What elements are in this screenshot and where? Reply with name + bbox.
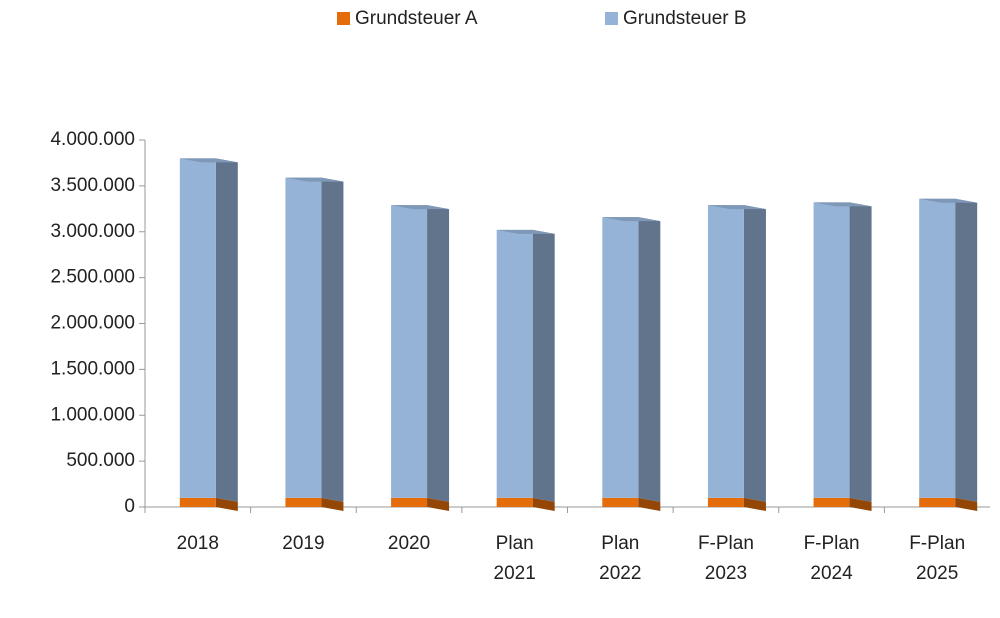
- bar-side: [849, 202, 872, 502]
- bar-segment: [919, 198, 956, 498]
- bar-segment: [919, 497, 956, 507]
- bar-segment: [813, 202, 850, 498]
- y-tick-label: 4.000.000: [50, 129, 135, 150]
- bar-side: [532, 497, 555, 511]
- bar-side: [215, 158, 238, 502]
- bar-side: [321, 177, 344, 502]
- bar-top: [813, 202, 872, 207]
- bar-top: [285, 177, 344, 182]
- bar-side: [215, 497, 238, 511]
- bar-segment: [813, 497, 850, 507]
- y-tick-label: 2.000.000: [50, 313, 135, 334]
- y-tick-label: 0: [124, 496, 135, 517]
- y-tick-label: 500.000: [66, 450, 135, 471]
- bar-top: [707, 205, 766, 210]
- y-tick-label: 3.000.000: [50, 221, 135, 242]
- x-tick-label: F-Plan 2025: [909, 533, 966, 584]
- bar-segment: [707, 497, 744, 507]
- bar-segment: [602, 217, 639, 498]
- bar-top: [919, 198, 978, 203]
- x-tick-label: F-Plan 2024: [803, 533, 860, 584]
- bar-side: [427, 497, 450, 511]
- bar-side: [427, 205, 450, 502]
- bar-segment: [707, 205, 744, 498]
- bar-side: [743, 205, 766, 502]
- bar-side: [321, 497, 344, 511]
- bar-segment: [179, 497, 216, 507]
- bar-side: [638, 497, 661, 511]
- bar-top: [496, 229, 555, 234]
- x-tick-label: Plan 2022: [599, 533, 642, 584]
- bar-side: [955, 198, 978, 502]
- y-tick-label: 2.500.000: [50, 267, 135, 288]
- legend-swatch: [605, 12, 618, 25]
- bar-segment: [602, 497, 639, 507]
- y-tick-label: 1.000.000: [50, 404, 135, 425]
- legend-label: Grundsteuer A: [355, 8, 478, 29]
- bar-segment: [391, 205, 428, 498]
- x-tick-label: 2019: [282, 533, 325, 554]
- bar-side: [532, 229, 555, 502]
- x-tick-label: Plan 2021: [493, 533, 536, 584]
- bar-side: [955, 497, 978, 511]
- legend-swatch: [337, 12, 350, 25]
- bar-segment: [496, 497, 533, 507]
- x-tick-label: F-Plan 2023: [697, 533, 754, 584]
- bar-side: [638, 217, 661, 502]
- y-tick-label: 1.500.000: [50, 358, 135, 379]
- x-tick-label: 2020: [387, 533, 431, 554]
- bar-segment: [179, 158, 216, 498]
- bar-top: [602, 217, 661, 222]
- bar-top: [179, 158, 238, 163]
- legend-label: Grundsteuer B: [623, 8, 747, 29]
- bar-segment: [391, 497, 428, 507]
- x-tick-label: 2018: [176, 533, 219, 554]
- bar-segment: [285, 497, 322, 507]
- bar-top: [391, 205, 450, 210]
- bar-segment: [285, 177, 322, 498]
- bar-side: [849, 497, 872, 511]
- y-tick-label: 3.500.000: [50, 175, 135, 196]
- bar-side: [743, 497, 766, 511]
- bar-segment: [496, 229, 533, 498]
